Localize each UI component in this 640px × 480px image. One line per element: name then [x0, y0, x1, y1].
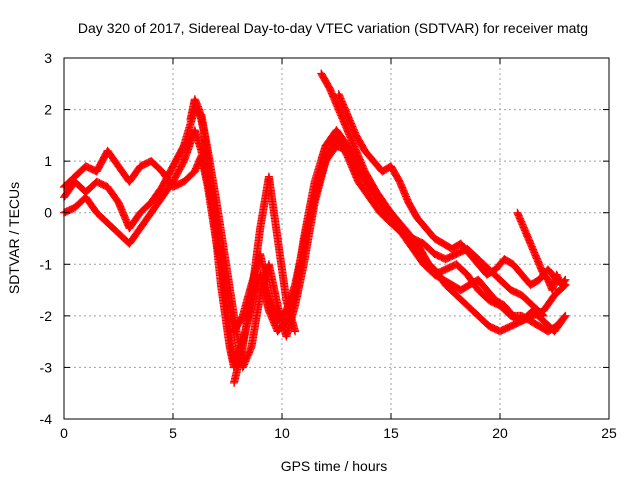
y-tick-label: 0 — [44, 205, 52, 221]
series-track-c — [60, 126, 570, 367]
x-tick-label: 0 — [60, 425, 68, 441]
y-tick-label: 1 — [44, 153, 52, 169]
plot-frame — [63, 57, 610, 420]
data-series — [60, 69, 570, 387]
y-axis-label: SDTVAR / TECUs — [6, 182, 22, 294]
x-axis-label: GPS time / hours — [281, 458, 388, 474]
x-tick-label: 15 — [383, 425, 399, 441]
y-tick-label: -2 — [40, 308, 53, 324]
data-point — [291, 327, 300, 336]
y-tick-label: 3 — [44, 50, 52, 66]
data-point — [560, 313, 569, 322]
data-point — [560, 276, 569, 285]
y-tick-label: -1 — [40, 256, 53, 272]
data-point — [561, 275, 570, 284]
series-track-f — [513, 208, 570, 295]
data-point — [561, 311, 570, 320]
chart-title: Day 320 of 2017, Sidereal Day-to-day VTE… — [78, 20, 588, 36]
x-tick-label: 10 — [274, 425, 290, 441]
x-tick-label: 20 — [492, 425, 508, 441]
y-tick-label: 2 — [44, 102, 52, 118]
y-tick-label: -3 — [40, 359, 53, 375]
y-tick-label: -4 — [40, 411, 53, 427]
x-tick-label: 25 — [601, 425, 617, 441]
data-point — [230, 363, 239, 372]
series-track-h — [186, 95, 239, 372]
x-tick-label: 5 — [169, 425, 177, 441]
series-track-d — [317, 69, 570, 336]
series-track-g — [230, 172, 300, 387]
axis-ticks: 0 5 10 15 20 25 -4 -3 -2 -1 0 1 2 3 — [40, 50, 617, 441]
